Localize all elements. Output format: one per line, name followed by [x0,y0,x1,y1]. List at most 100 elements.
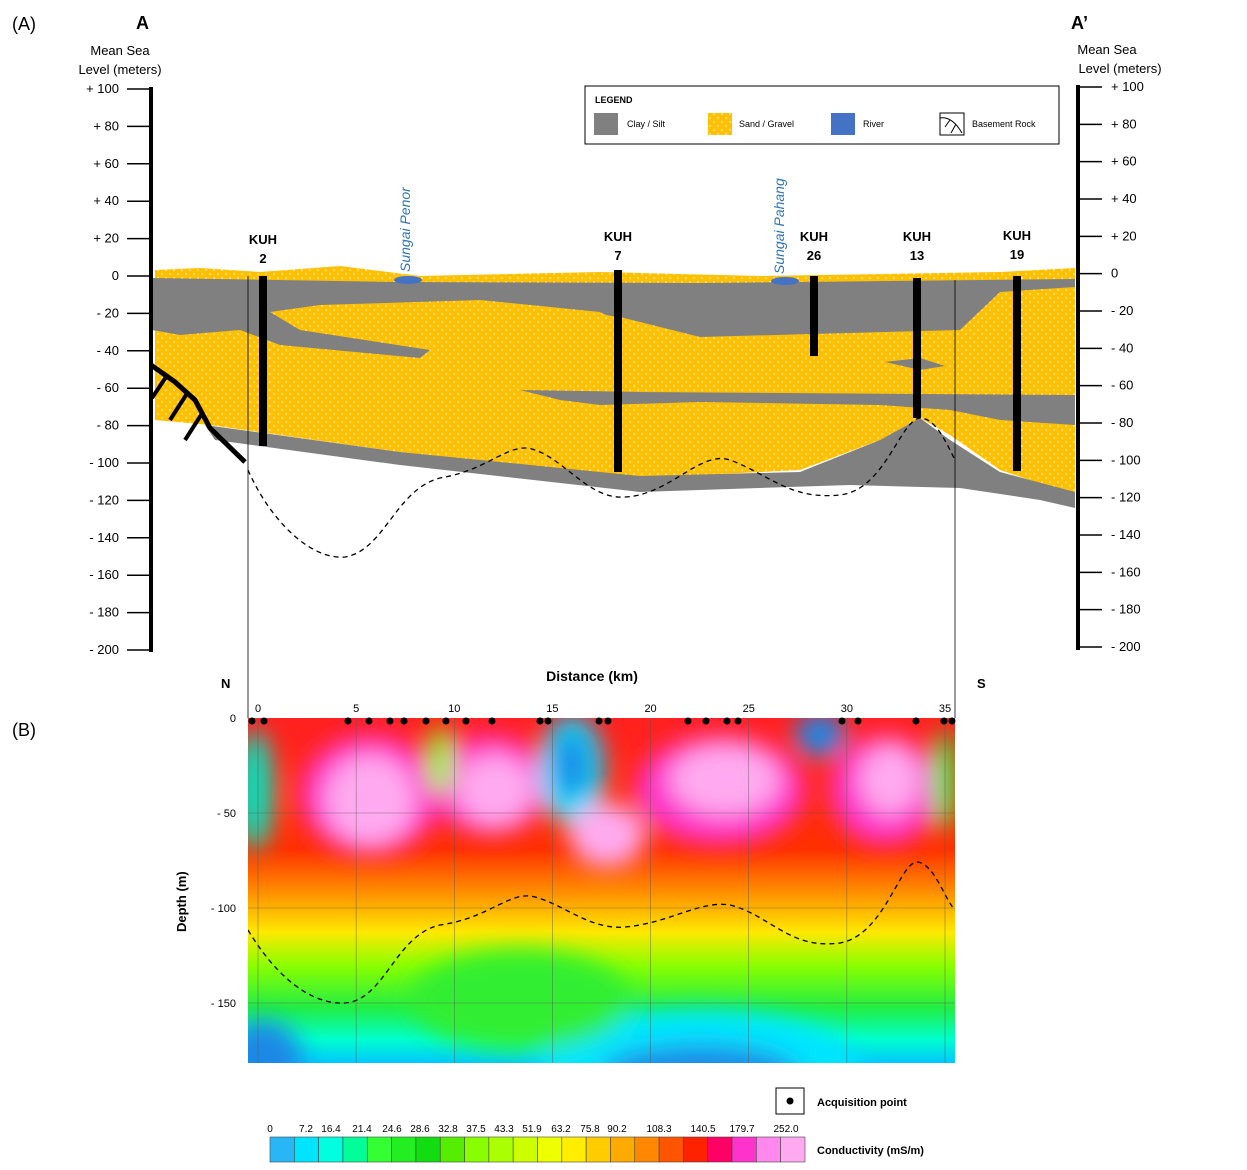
colorbar-label: 75.8 [580,1124,600,1135]
borehole-label: 26 [807,248,821,263]
tick-label: - 160 [1111,564,1141,579]
colorbar-cell [391,1136,417,1163]
clay-silt-top [152,278,1075,358]
clay-silt-middle [520,390,1075,425]
y-tick-label: - 150 [211,998,236,1010]
x-axis-title: Distance (km) [546,668,638,684]
tick-label: - 100 [1111,452,1141,467]
colorbar-cell [537,1136,563,1163]
acquisition-point [838,717,846,725]
interface-line [247,417,956,558]
colorbar-label: 37.5 [466,1124,486,1135]
panel-label: (B) [12,720,36,740]
acquisition-point [912,717,920,725]
legend-label: Acquisition point [817,1097,907,1109]
swatch-hatch [939,117,963,134]
tick-label: - 120 [1111,490,1141,505]
legend-item: Sand / Gravel [739,119,794,129]
colorbar-cell [634,1136,660,1163]
colorbar-label: 51.9 [522,1124,542,1135]
borehole-label: 13 [910,248,924,263]
borehole-label: KUH [800,229,828,244]
colorbar-label: 7.2 [299,1124,313,1135]
acquisition-point [488,717,496,725]
acquisition-point [595,717,603,725]
x-tick-label: 25 [743,703,755,715]
borehole [1013,276,1021,471]
legend: LEGEND Clay / Silt Sand / Gravel River B… [584,85,1060,145]
colorbar-label: 252.0 [773,1124,798,1135]
river-label: Sungai Penor [397,186,413,272]
y-axis-title: Depth (m) [174,871,189,932]
tick-label: - 40 [1111,340,1133,355]
legend-marker [786,1097,794,1105]
tick-label: - 180 [1111,602,1141,617]
high-zone [670,745,780,815]
tick-label: + 40 [93,193,119,208]
colorbar-cell [780,1136,806,1163]
colorbar-label: 179.7 [729,1124,754,1135]
basement-hatch [150,372,205,442]
colorbar-cell [585,1136,611,1163]
colorbar-label: 90.2 [607,1124,627,1135]
colorbar: 0 7.2 16.4 21.4 24.6 28.6 32.8 37.5 43.3 51.9 63.2… [267,1124,806,1163]
high-zone [325,755,415,845]
axis-title: Level (meters) [1078,61,1161,76]
colorbar-label: 21.4 [352,1124,372,1135]
tick-label: - 200 [1111,639,1141,654]
acquisition-point [536,717,544,725]
colorbar-cell [464,1136,490,1163]
acquisition-point [386,717,394,725]
swatch [831,113,855,135]
legend-item: River [863,119,884,129]
colorbar-label: 63.2 [551,1124,571,1135]
x-tick-label: 35 [939,703,951,715]
acquisition-point [723,717,731,725]
clay-silt-bottom [205,418,1075,508]
colorbar-label: 43.3 [494,1124,514,1135]
colorbar-cell [658,1136,684,1163]
tick-label: - 80 [1111,415,1133,430]
tick-label: + 100 [1111,79,1144,94]
acquisition-point [344,717,352,725]
low-zone [933,730,955,830]
colorbar-cell [415,1136,441,1163]
river-label: Sungai Pahang [771,178,787,274]
colorbar-label: 32.8 [438,1124,458,1135]
conductivity-section [248,718,955,1063]
colorbar-cell [342,1136,368,1163]
borehole [614,270,622,472]
tick-label: + 80 [1111,116,1137,131]
legend-item: Basement Rock [972,119,1036,129]
tick-label: 0 [1111,266,1118,281]
tick-label: 0 [112,268,119,283]
colorbar-cell [294,1136,319,1163]
river [771,277,799,285]
low-zone [248,1020,302,1063]
borehole-label: KUH [1003,228,1031,243]
axis-title: Mean Sea [1077,42,1137,57]
x-tick-label: 20 [644,703,656,715]
tick-label: - 40 [97,343,119,358]
section-end: A’ [1071,13,1088,33]
grid [248,718,955,1063]
colorbar-label: 108.3 [646,1124,671,1135]
colorbar-title: Conductivity (mS/m) [817,1145,924,1157]
axis-title: Mean Sea [90,43,150,58]
tick-label: + 40 [1111,191,1137,206]
acquisition-point [854,717,862,725]
acquisition-points [248,717,956,725]
borehole [259,276,267,446]
y-tick-label: - 50 [217,808,236,820]
swatch [708,113,732,135]
tick-label: - 60 [97,380,119,395]
acquisition-point [948,717,956,725]
river [394,276,422,284]
legend-title: LEGEND [595,95,633,105]
swatch [594,113,618,135]
tick-label: - 80 [97,418,119,433]
tick-label: - 100 [89,455,119,470]
low-zone [428,725,452,795]
high-zone [457,755,533,825]
low-zone [541,1010,859,1063]
